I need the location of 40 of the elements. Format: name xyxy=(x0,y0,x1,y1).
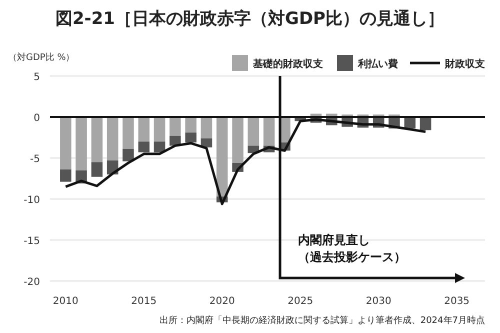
x-tick-label: 2020 xyxy=(209,296,235,307)
bar xyxy=(138,117,150,142)
x-tick-label: 2025 xyxy=(288,296,314,307)
x-tick-label: 2030 xyxy=(366,296,392,307)
x-tick-label: 2010 xyxy=(52,296,78,307)
bar xyxy=(216,117,228,197)
bar xyxy=(122,148,134,162)
bar xyxy=(154,142,166,152)
bar xyxy=(185,132,196,142)
x-tick-label: 2035 xyxy=(444,296,470,307)
legend-label: 利払い費 xyxy=(357,58,398,70)
bar xyxy=(76,117,87,170)
bar xyxy=(91,117,103,162)
bar xyxy=(185,117,196,133)
y-axis-title: （対GDP比 %） xyxy=(8,52,75,63)
bar xyxy=(91,162,103,177)
chart-title: 図2-21［日本の財政赤字（対GDP比）の見通し］ xyxy=(55,9,445,29)
y-tick-label: 0 xyxy=(34,113,40,124)
ref-line-label: 内閣府見直し（過去投影ケース） xyxy=(298,233,406,264)
y-tick-label: 5 xyxy=(34,72,40,83)
legend-label: 財政収支 xyxy=(444,58,485,70)
bar xyxy=(60,169,72,182)
bar xyxy=(170,136,181,146)
y-tick-label: -10 xyxy=(24,195,40,206)
bar xyxy=(200,117,212,138)
bar xyxy=(122,117,134,149)
bar xyxy=(60,117,72,170)
bar xyxy=(170,117,181,136)
bar xyxy=(138,142,150,152)
text: 出所：内閣府「中長期の経済財政に関する試算」より筆者作成、2024年7月時点 xyxy=(159,315,485,326)
y-tick-label: -20 xyxy=(24,277,40,288)
legend-label: 基礎的財政収支 xyxy=(252,58,323,70)
bar xyxy=(106,117,118,160)
bar xyxy=(248,117,260,146)
bar xyxy=(263,117,275,146)
y-tick-label: -5 xyxy=(30,154,40,165)
y-tick-label: -15 xyxy=(24,236,40,247)
bar xyxy=(154,117,166,142)
bar xyxy=(232,117,244,163)
x-tick-label: 2015 xyxy=(131,296,157,307)
